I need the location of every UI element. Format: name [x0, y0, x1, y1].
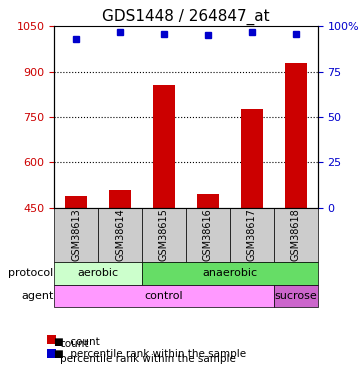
Text: ■  count
■  percentile rank within the sample: ■ count ■ percentile rank within the sam… — [54, 338, 246, 359]
Text: protocol: protocol — [8, 268, 53, 279]
FancyBboxPatch shape — [54, 208, 98, 262]
Bar — [197, 194, 219, 208]
Text: count: count — [60, 339, 89, 350]
Text: sucrose: sucrose — [274, 291, 317, 301]
Bar — [109, 189, 131, 208]
Text: percentile rank within the sample: percentile rank within the sample — [60, 354, 235, 364]
Text: control: control — [145, 291, 183, 301]
FancyBboxPatch shape — [274, 285, 318, 308]
Text: GSM38615: GSM38615 — [159, 209, 169, 261]
FancyBboxPatch shape — [274, 208, 318, 262]
FancyBboxPatch shape — [142, 262, 318, 285]
FancyBboxPatch shape — [142, 208, 186, 262]
Text: GSM38617: GSM38617 — [247, 209, 257, 261]
FancyBboxPatch shape — [186, 208, 230, 262]
Bar — [285, 63, 307, 208]
Text: GSM38613: GSM38613 — [71, 209, 81, 261]
Text: agent: agent — [21, 291, 53, 301]
Text: GSM38618: GSM38618 — [291, 209, 301, 261]
Text: aerobic: aerobic — [78, 268, 119, 279]
Bar — [153, 85, 175, 208]
FancyBboxPatch shape — [54, 285, 274, 308]
FancyBboxPatch shape — [230, 208, 274, 262]
Text: GSM38614: GSM38614 — [115, 209, 125, 261]
Bar — [241, 110, 263, 208]
FancyBboxPatch shape — [98, 208, 142, 262]
Title: GDS1448 / 264847_at: GDS1448 / 264847_at — [102, 9, 270, 25]
FancyBboxPatch shape — [54, 262, 142, 285]
Text: GSM38616: GSM38616 — [203, 209, 213, 261]
Text: anaerobic: anaerobic — [202, 268, 257, 279]
Bar — [65, 196, 87, 208]
